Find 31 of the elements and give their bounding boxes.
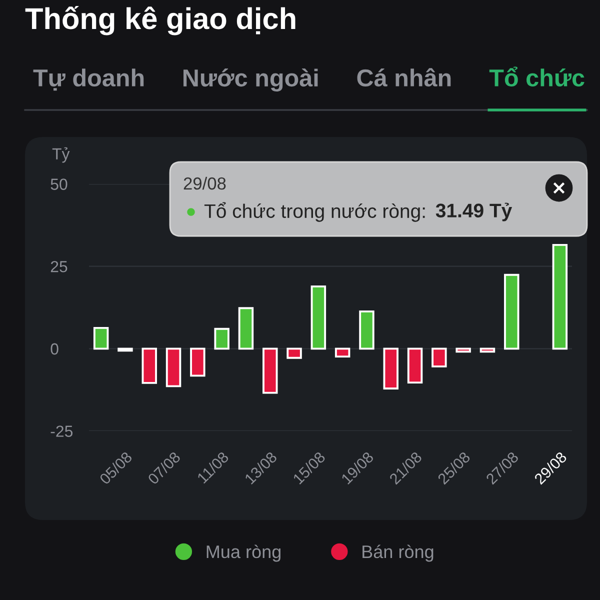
bar <box>359 310 374 350</box>
bar <box>480 348 496 353</box>
bar <box>407 348 423 384</box>
chart-subtitle: Tổ chức <box>489 66 584 87</box>
bar <box>166 348 182 388</box>
y-tick-label: 0 <box>50 343 58 355</box>
bar <box>334 348 350 358</box>
bar <box>310 285 326 350</box>
y-tick-label: 25 <box>50 260 68 272</box>
bar <box>93 326 109 350</box>
y-axis-title: Tỷ <box>52 147 70 163</box>
bar <box>262 348 278 394</box>
legend-label: Mua ròng <box>206 544 280 562</box>
bar <box>552 244 568 350</box>
bar <box>286 348 302 359</box>
text: Nước ngoài <box>184 68 318 92</box>
bar <box>456 348 471 353</box>
bar <box>504 274 520 350</box>
bar <box>214 328 230 350</box>
y-tick-label: 50 <box>50 178 68 190</box>
bar <box>190 348 206 377</box>
legend-label: Bán ròng <box>362 544 434 562</box>
bar <box>142 348 157 384</box>
bar <box>432 348 447 368</box>
chart-title: Thống kê giao dịch <box>25 6 296 36</box>
text: Tự doanh <box>33 68 144 91</box>
y-tick-label: -25 <box>50 426 73 437</box>
bar <box>383 348 398 390</box>
annotation: 29/08 Tổ chức trong nước ròng: 31.49 Tỷ <box>184 176 512 222</box>
bar <box>238 307 254 350</box>
text: Cá nhân <box>357 68 451 87</box>
